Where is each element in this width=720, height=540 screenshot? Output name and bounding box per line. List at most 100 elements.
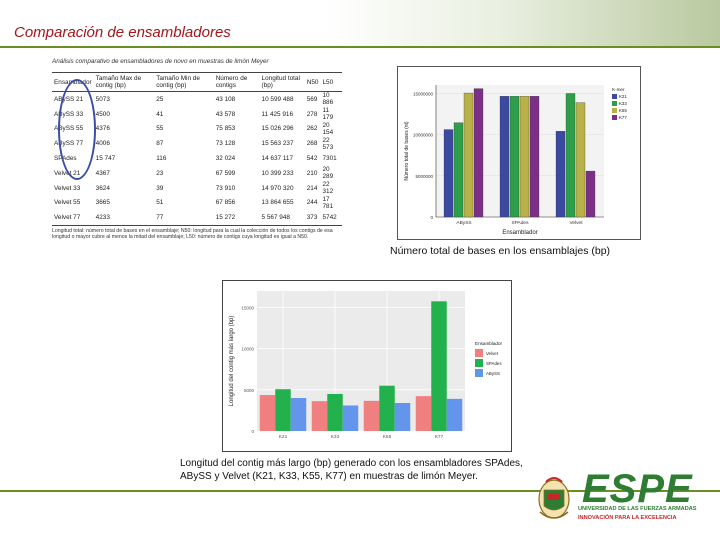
table-cell: 4500 (95, 110, 110, 118)
chart-longest-contig: 0 5000 10000 15000 K21 K33 K55 K77 Longitud del … (222, 280, 512, 452)
table-header-cell: L50 (320, 72, 342, 92)
table-cell: 23 (156, 169, 164, 177)
table-cell: 116 (156, 155, 167, 163)
table-cell: 5742 (320, 210, 342, 227)
x-tick-label: SPAdes (512, 220, 530, 226)
bar (565, 93, 576, 218)
legend-swatch (475, 359, 483, 367)
legend-swatch (612, 94, 617, 99)
bar (415, 396, 432, 431)
table-header-cell: Longitud total (bp) (259, 72, 305, 92)
table-row: ABySS 21 5073 25 43 108 10 599 488 569 10 886 (52, 92, 342, 107)
table-cell: 11 179 (322, 107, 334, 122)
logo-subtitle-2: INNOVACIÓN PARA LA EXCELENCIA (578, 515, 677, 521)
table-cell: 75 853 (215, 125, 236, 133)
y-tick-label: 15000000 (413, 91, 434, 96)
table-cell: 214 (306, 184, 318, 192)
bar (342, 405, 359, 431)
y-axis-label: Longitud del contig más largo (bp) (229, 316, 235, 407)
legend-label: ABySS (486, 371, 500, 376)
chart2-caption: Longitud del contig más largo (bp) gener… (180, 458, 600, 483)
x-axis-label: Ensamblador (502, 230, 537, 236)
table-cell: 17 781 (322, 195, 334, 210)
table-row: Velvet 77 4233 77 15 272 5 567 948 373 5742 (52, 210, 342, 227)
legend-swatch (612, 101, 617, 106)
table-row: Velvet 33 3624 39 73 910 14 970 320 214 22 312 (52, 181, 342, 196)
table-header-cell: N50 (304, 72, 321, 92)
table-cell: 20 289 (322, 166, 334, 181)
espe-logo-icon (538, 477, 570, 519)
legend-label: K77 (619, 115, 627, 120)
bar (509, 96, 520, 218)
bar (585, 170, 596, 218)
table-cell: Velvet 33 (54, 184, 81, 192)
table-cell: 51 (156, 199, 164, 207)
table-cell: 14 637 117 (261, 155, 294, 163)
header-band (0, 0, 720, 48)
table-cell: 5 567 948 (259, 210, 305, 227)
x-tick-label: K77 (435, 434, 444, 440)
legend-title: Ensamblador (475, 341, 503, 346)
chart2-caption-line2: ABySS y Velvet (K21, K33, K55, K77) en m… (180, 470, 478, 482)
bar (275, 389, 291, 431)
logo-wordmark: ESPE (582, 467, 693, 511)
table-cell: 73 128 (215, 140, 236, 148)
table-header-cell: Número de contigs (213, 72, 260, 92)
table-header-cell: Tamaño Min de contig (bp) (154, 72, 214, 92)
bar (327, 393, 343, 431)
table-header-cell: Tamaño Max de contig (bp) (93, 72, 155, 92)
table-cell: 32 024 (215, 155, 236, 163)
bar (394, 403, 411, 431)
table-cell: Velvet 77 (52, 210, 94, 227)
bar (499, 96, 510, 218)
highlight-circle (58, 79, 96, 180)
bar (529, 96, 540, 218)
y-tick-label: 0 (251, 429, 254, 434)
table-cell: 4233 (93, 210, 155, 227)
table-cell: 15 026 296 (261, 125, 294, 133)
slide-title: Comparación de ensambladores (14, 24, 231, 41)
table-header-row: Ensamblador Tamaño Max de contig (bp) Tama… (52, 72, 342, 92)
table-cell: 244 (306, 199, 318, 207)
table-cell: 10 886 (322, 92, 334, 107)
table-cell: 268 (306, 140, 318, 148)
table-cell: 22 312 (322, 181, 334, 196)
legend-label: SPAdes (486, 361, 502, 366)
table-cell: 39 (156, 184, 164, 192)
table-row: SPAdes 15 747 116 32 024 14 637 117 542 7301 (52, 151, 342, 166)
table-cell: 22 573 (322, 136, 334, 151)
chart-total-bases-svg: 0 5000000 10000000 15000000 ABySS SPAdes Velve… (404, 85, 627, 236)
y-tick-label: 5000 (244, 388, 255, 393)
legend-swatch (475, 369, 483, 377)
table-cell: 15 747 (95, 155, 116, 163)
table-caption: Análisis comparativo de ensambladores de… (52, 58, 269, 65)
assembler-table: Ensamblador Tamaño Max de contig (bp) Tama… (52, 72, 342, 227)
table-cell: 73 910 (215, 184, 236, 192)
table-cell: 11 425 916 (261, 110, 294, 118)
legend-label: K21 (619, 94, 627, 99)
bar (463, 92, 474, 218)
table-cell: 10 599 488 (261, 95, 294, 103)
bar (555, 131, 566, 218)
table-cell: 43 578 (215, 110, 236, 118)
legend-label: K55 (619, 108, 627, 113)
bar (575, 102, 586, 218)
table-cell: 41 (156, 110, 164, 118)
table-cell: 10 399 233 (261, 169, 294, 177)
x-tick-label: K21 (279, 434, 288, 440)
legend-label: K33 (619, 101, 627, 106)
y-tick-label: 10000000 (413, 133, 434, 138)
table-cell: 67 856 (215, 199, 236, 207)
table-cell: 77 (154, 210, 214, 227)
bar (443, 129, 454, 218)
bar (363, 400, 380, 431)
x-tick-label: Velvet (569, 220, 583, 226)
bar (473, 88, 484, 218)
logo-subtitle-1: UNIVERSIDAD DE LAS FUERZAS ARMADAS (578, 506, 697, 512)
table-cell: 20 154 (322, 121, 334, 136)
legend-swatch (612, 115, 617, 120)
table-cell: Velvet 55 (54, 199, 81, 207)
bar (431, 301, 447, 431)
table-cell: 15 563 237 (261, 140, 294, 148)
table-cell: 13 864 655 (261, 199, 294, 207)
